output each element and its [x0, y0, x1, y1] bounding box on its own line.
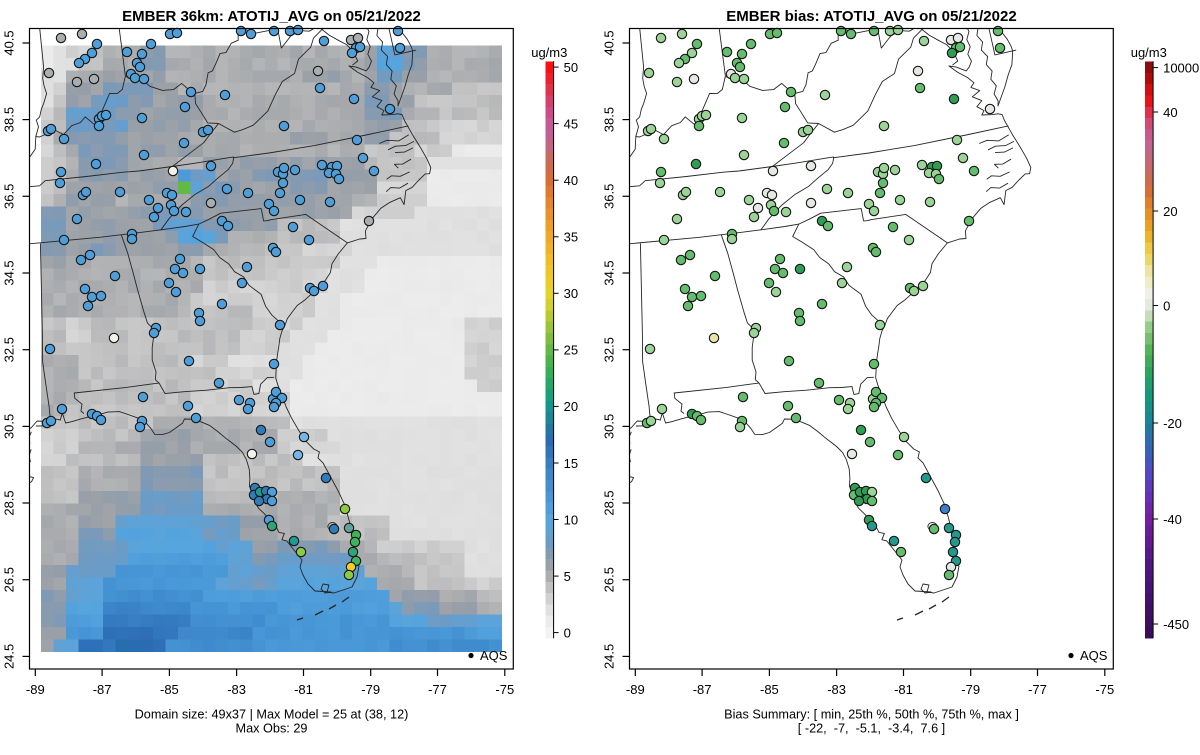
svg-text:-79: -79 — [361, 682, 380, 697]
svg-text:24.5: 24.5 — [602, 644, 617, 669]
svg-text:40: 40 — [564, 173, 578, 188]
svg-text:AQS: AQS — [1080, 648, 1108, 663]
svg-text:[ -22, -7, -5.1, -3.4, 7.6: [ -22, -7, -5.1, -3.4, 7.6 ] — [798, 722, 945, 736]
svg-text:Max Obs: 29: Max Obs: 29 — [236, 722, 308, 736]
svg-text:10: 10 — [564, 512, 578, 527]
svg-text:20: 20 — [564, 399, 578, 414]
svg-text:-83: -83 — [227, 682, 246, 697]
svg-text:38.5: 38.5 — [2, 107, 17, 132]
svg-text:30.5: 30.5 — [2, 414, 17, 439]
svg-text:30.5: 30.5 — [602, 414, 617, 439]
svg-text:20: 20 — [1163, 204, 1177, 219]
svg-text:25: 25 — [564, 343, 578, 358]
svg-text:0: 0 — [1163, 298, 1170, 313]
svg-text:28.5: 28.5 — [602, 490, 617, 515]
svg-text:40.5: 40.5 — [2, 30, 17, 55]
svg-text:EMBER 36km: ATOTIJ_AVG on 05/2: EMBER 36km: ATOTIJ_AVG on 05/21/2022 — [122, 8, 421, 25]
svg-text:40.5: 40.5 — [602, 30, 617, 55]
svg-text:0: 0 — [564, 625, 571, 640]
svg-text:24.5: 24.5 — [2, 644, 17, 669]
svg-text:34.5: 34.5 — [602, 260, 617, 285]
svg-text:32.5: 32.5 — [2, 337, 17, 362]
svg-text:15: 15 — [564, 456, 578, 471]
svg-text:32.5: 32.5 — [602, 337, 617, 362]
svg-text:28.5: 28.5 — [2, 490, 17, 515]
svg-text:-87: -87 — [693, 682, 712, 697]
svg-text:5: 5 — [564, 569, 571, 584]
svg-text:ug/m3: ug/m3 — [1131, 45, 1167, 60]
svg-text:ug/m3: ug/m3 — [531, 45, 567, 60]
svg-text:-20: -20 — [1163, 416, 1182, 431]
svg-text:36.5: 36.5 — [2, 184, 17, 209]
svg-text:-81: -81 — [294, 682, 313, 697]
svg-text:-89: -89 — [626, 682, 645, 697]
svg-text:10000: 10000 — [1163, 60, 1199, 75]
svg-text:50: 50 — [564, 60, 578, 75]
svg-text:-83: -83 — [827, 682, 846, 697]
svg-text:26.5: 26.5 — [2, 567, 17, 592]
svg-text:-81: -81 — [894, 682, 913, 697]
svg-text:-89: -89 — [26, 682, 45, 697]
svg-text:40: 40 — [1163, 105, 1177, 120]
svg-text:-85: -85 — [760, 682, 779, 697]
svg-text:-40: -40 — [1163, 512, 1182, 527]
svg-text:26.5: 26.5 — [602, 567, 617, 592]
svg-text:-79: -79 — [961, 682, 980, 697]
svg-text:34.5: 34.5 — [2, 260, 17, 285]
svg-text:35: 35 — [564, 230, 578, 245]
svg-text:38.5: 38.5 — [602, 107, 617, 132]
svg-text:-450: -450 — [1163, 617, 1189, 632]
svg-text:-75: -75 — [495, 682, 514, 697]
svg-text:36.5: 36.5 — [602, 184, 617, 209]
svg-text:EMBER bias: ATOTIJ_AVG on 05/2: EMBER bias: ATOTIJ_AVG on 05/21/2022 — [726, 8, 1016, 25]
svg-text:Domain size: 49x37 | Max Model: Domain size: 49x37 | Max Model = 25 at (… — [135, 708, 409, 722]
svg-text:-85: -85 — [160, 682, 179, 697]
svg-text:45: 45 — [564, 116, 578, 131]
svg-text:AQS: AQS — [480, 648, 508, 663]
svg-text:Bias Summary: [ min, 25th %, 5: Bias Summary: [ min, 25th %, 50th %, 75t… — [724, 708, 1019, 722]
svg-text:30: 30 — [564, 286, 578, 301]
svg-text:-77: -77 — [1028, 682, 1047, 697]
svg-text:-77: -77 — [428, 682, 447, 697]
svg-text:-75: -75 — [1095, 682, 1114, 697]
svg-text:-87: -87 — [93, 682, 112, 697]
